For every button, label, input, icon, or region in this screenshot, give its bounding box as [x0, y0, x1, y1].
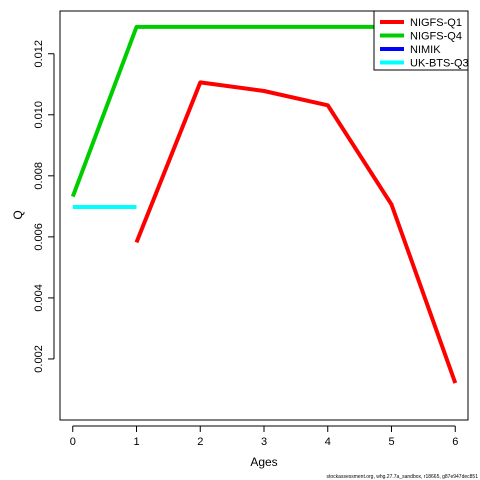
x-axis-title: Ages: [250, 455, 277, 469]
series-line-nigfs-q1: [134, 80, 458, 384]
legend-label: NIGFS-Q4: [410, 31, 462, 43]
x-tick-label: 2: [197, 436, 203, 448]
footnote: stockassessment.org, whg.27.7a_sandbox, …: [327, 474, 479, 480]
y-axis: 0.002 0.004 0.006 0.008 0.010 0.012: [33, 40, 55, 373]
legend-label: NIMIK: [410, 44, 441, 56]
y-tick-label: 0.012: [33, 40, 45, 68]
x-tick-label: 6: [452, 436, 458, 448]
x-tick-label: 1: [133, 436, 139, 448]
y-axis-title: Q: [11, 210, 25, 219]
legend-box: [373, 10, 469, 71]
legend-label: UK-BTS-Q3: [410, 58, 469, 70]
y-tick-label: 0.010: [33, 101, 45, 129]
legend-label: NIGFS-Q1: [410, 17, 462, 29]
plot-frame: [59, 10, 469, 421]
series-layer: [70, 24, 458, 384]
x-tick-label: 4: [325, 436, 331, 448]
x-tick-label: 3: [261, 436, 267, 448]
x-tick-label: 0: [70, 436, 76, 448]
y-tick-label: 0.004: [33, 284, 45, 312]
y-tick-label: 0.006: [33, 223, 45, 251]
y-tick-label: 0.008: [33, 162, 45, 190]
x-tick-label: 5: [388, 436, 394, 448]
y-tick-label: 0.002: [33, 345, 45, 373]
x-axis: 0 1 2 3 4 5 6: [70, 425, 458, 448]
